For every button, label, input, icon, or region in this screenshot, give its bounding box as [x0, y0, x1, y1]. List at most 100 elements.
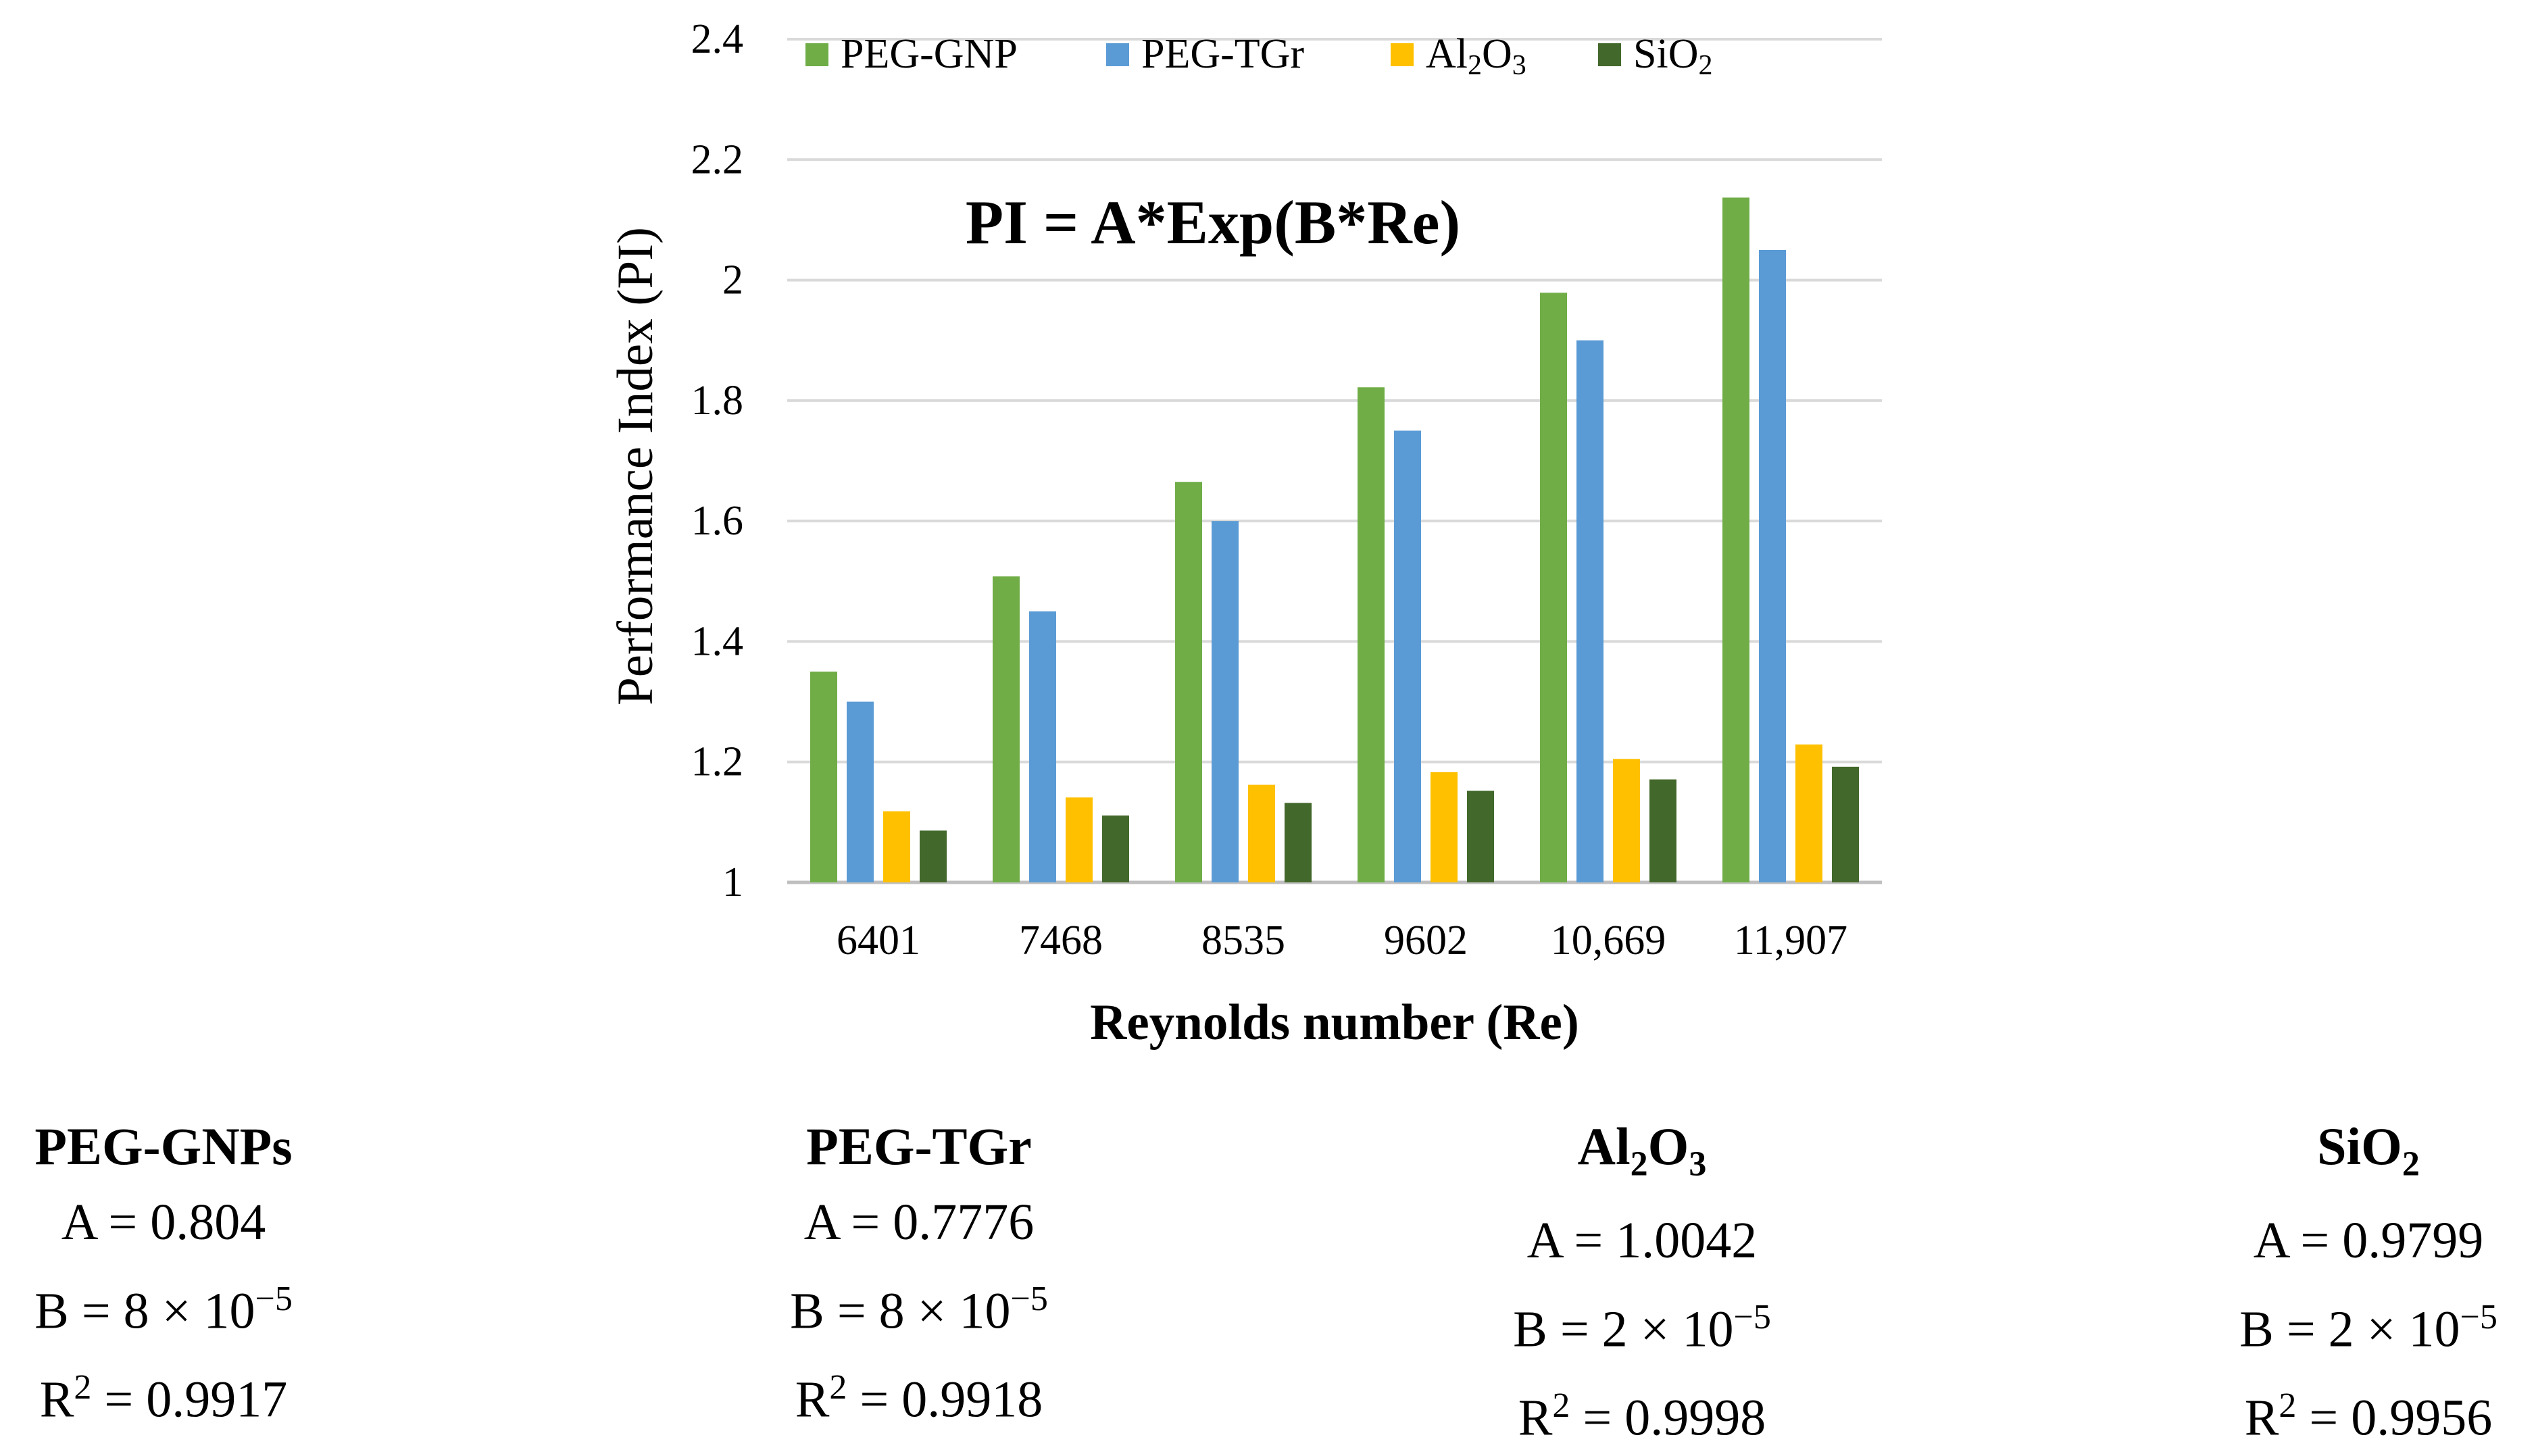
legend: PEG-GNP PEG-TGr Al2O3 SiO2 [805, 31, 1712, 81]
bar-peg-gnp-0 [810, 672, 837, 882]
bar-al2o3-1 [1066, 797, 1093, 882]
y-tick-label: 2.4 [691, 16, 744, 62]
param-series-name: PEG-GNPs [0, 1108, 400, 1184]
param-column-sio2: SiO2 A = 0.9799 B = 2 × 10−5 R2 = 0.9956 [2132, 1108, 2536, 1456]
x-axis-title: Reynolds number (Re) [1090, 995, 1579, 1051]
y-tick-label: 1.8 [691, 378, 744, 424]
param-b-value: B = 2 × 10−5 [2132, 1279, 2536, 1367]
param-name-subscript: 2 [2402, 1145, 2420, 1184]
bar-al2o3-3 [1431, 772, 1458, 882]
param-b-text: B = 8 × 10 [790, 1282, 1011, 1340]
param-r-exponent: 2 [2279, 1386, 2297, 1425]
bar-peg-tgr-5 [1759, 250, 1786, 882]
y-tick-label: 1.4 [691, 618, 744, 664]
param-r-label: R [795, 1371, 830, 1428]
bar-chart: 1 1.2 1.4 1.6 1.8 2 2.2 2.4 6401 7468 8535 9602 10,… [607, 16, 1882, 1051]
bar-sio2-3 [1467, 790, 1494, 882]
param-r2-value: R2 = 0.9998 [1406, 1367, 1879, 1456]
gridlines [787, 38, 1882, 884]
param-a-value: A = 0.7776 [803, 1194, 1035, 1251]
y-axis-title: Performance Index (PI) [607, 227, 664, 705]
param-r-label: R [1518, 1389, 1553, 1447]
param-name-text: PEG-TGr [806, 1117, 1032, 1176]
bar-peg-gnp-5 [1722, 197, 1749, 883]
bar-al2o3-4 [1613, 759, 1640, 882]
x-tick-label: 10,669 [1551, 918, 1666, 963]
y-tick-label: 1.6 [691, 498, 744, 544]
param-r-label: R [2244, 1389, 2279, 1447]
bar-peg-gnp-1 [993, 576, 1020, 882]
x-tick-label: 7468 [1019, 918, 1103, 963]
fit-parameters: PEG-GNPs A = 0.804 B = 8 × 10−5 R2 = 0.9… [0, 1108, 2536, 1446]
y-tick-label: 1 [722, 859, 743, 905]
param-name-text: Al [1577, 1117, 1631, 1176]
param-b-text: B = 2 × 10 [2239, 1300, 2460, 1357]
param-series-name: Al2O3 [1406, 1108, 1879, 1203]
formula-annotation: PI = A*Exp(B*Re) [966, 188, 1460, 257]
param-name-tail: O [1647, 1117, 1689, 1176]
param-r2-value: R2 = 0.9956 [2132, 1367, 2536, 1456]
param-r-text: = 0.9918 [847, 1371, 1043, 1428]
param-b-exponent: −5 [255, 1280, 293, 1318]
x-tick-label: 6401 [837, 918, 920, 963]
legend-swatch [1391, 43, 1414, 66]
param-series-name: SiO2 [2132, 1108, 2536, 1203]
bar-al2o3-2 [1248, 784, 1275, 882]
param-series-name: PEG-TGr [682, 1108, 1155, 1184]
bar-al2o3-5 [1795, 744, 1822, 882]
param-column-al2o3: Al2O3 A = 1.0042 B = 2 × 10−5 R2 = 0.999… [1406, 1108, 1879, 1456]
param-a-value: A = 0.804 [61, 1194, 266, 1251]
param-r-text: = 0.9998 [1570, 1389, 1766, 1447]
param-b-value: B = 8 × 10−5 [682, 1261, 1155, 1349]
param-a-value: A = 1.0042 [1526, 1211, 1758, 1269]
y-tick-label: 2.2 [691, 136, 744, 182]
bar-peg-gnp-4 [1540, 293, 1567, 882]
x-tick-label: 11,907 [1734, 918, 1847, 963]
param-r-exponent: 2 [1552, 1386, 1570, 1425]
legend-swatch [1598, 43, 1621, 66]
legend-label: PEG-TGr [1141, 31, 1304, 77]
param-name-text: SiO [2317, 1117, 2402, 1176]
param-b-exponent: −5 [1733, 1297, 1771, 1336]
param-r-label: R [39, 1371, 74, 1428]
bar-peg-gnp-2 [1175, 482, 1202, 882]
param-a-value: A = 0.9799 [2253, 1211, 2484, 1269]
x-tick-labels: 6401 7468 8535 9602 10,669 11,907 [837, 918, 1847, 963]
param-column-peg-tgr: PEG-TGr A = 0.7776 B = 8 × 10−5 R2 = 0.9… [682, 1108, 1155, 1438]
y-tick-label: 1.2 [691, 739, 744, 785]
y-tick-labels: 1 1.2 1.4 1.6 1.8 2 2.2 2.4 [691, 16, 744, 905]
x-tick-label: 9602 [1384, 918, 1468, 963]
bar-sio2-1 [1102, 815, 1129, 882]
bar-peg-tgr-3 [1394, 430, 1421, 882]
bar-peg-tgr-0 [847, 701, 874, 882]
param-r-text: = 0.9917 [91, 1371, 288, 1428]
bar-sio2-5 [1832, 766, 1859, 882]
legend-swatch [1106, 43, 1129, 66]
legend-label: Al2O3 [1426, 31, 1526, 81]
param-b-value: B = 8 × 10−5 [0, 1261, 400, 1349]
param-b-text: B = 2 × 10 [1513, 1300, 1734, 1357]
bar-sio2-0 [920, 830, 947, 882]
bars [810, 197, 1859, 883]
legend-label: PEG-GNP [841, 31, 1018, 77]
bar-peg-tgr-1 [1029, 611, 1056, 882]
param-name-subscript-2: 3 [1689, 1145, 1707, 1184]
bar-peg-gnp-3 [1358, 387, 1385, 882]
param-r2-value: R2 = 0.9918 [682, 1349, 1155, 1438]
bar-peg-tgr-2 [1212, 521, 1239, 882]
param-b-exponent: −5 [1010, 1280, 1048, 1318]
param-r2-value: R2 = 0.9917 [0, 1349, 400, 1438]
bar-sio2-2 [1285, 803, 1312, 882]
param-b-exponent: −5 [2460, 1297, 2497, 1336]
bar-sio2-4 [1649, 779, 1676, 882]
x-tick-label: 8535 [1201, 918, 1285, 963]
param-r-exponent: 2 [829, 1368, 847, 1407]
param-name-subscript: 2 [1630, 1145, 1648, 1184]
param-r-exponent: 2 [74, 1368, 92, 1407]
param-b-value: B = 2 × 10−5 [1406, 1279, 1879, 1367]
param-name-text: PEG-GNPs [34, 1117, 293, 1176]
y-tick-label: 2 [722, 257, 743, 303]
bar-al2o3-0 [883, 811, 910, 882]
legend-swatch [805, 43, 828, 66]
bar-peg-tgr-4 [1576, 340, 1603, 882]
